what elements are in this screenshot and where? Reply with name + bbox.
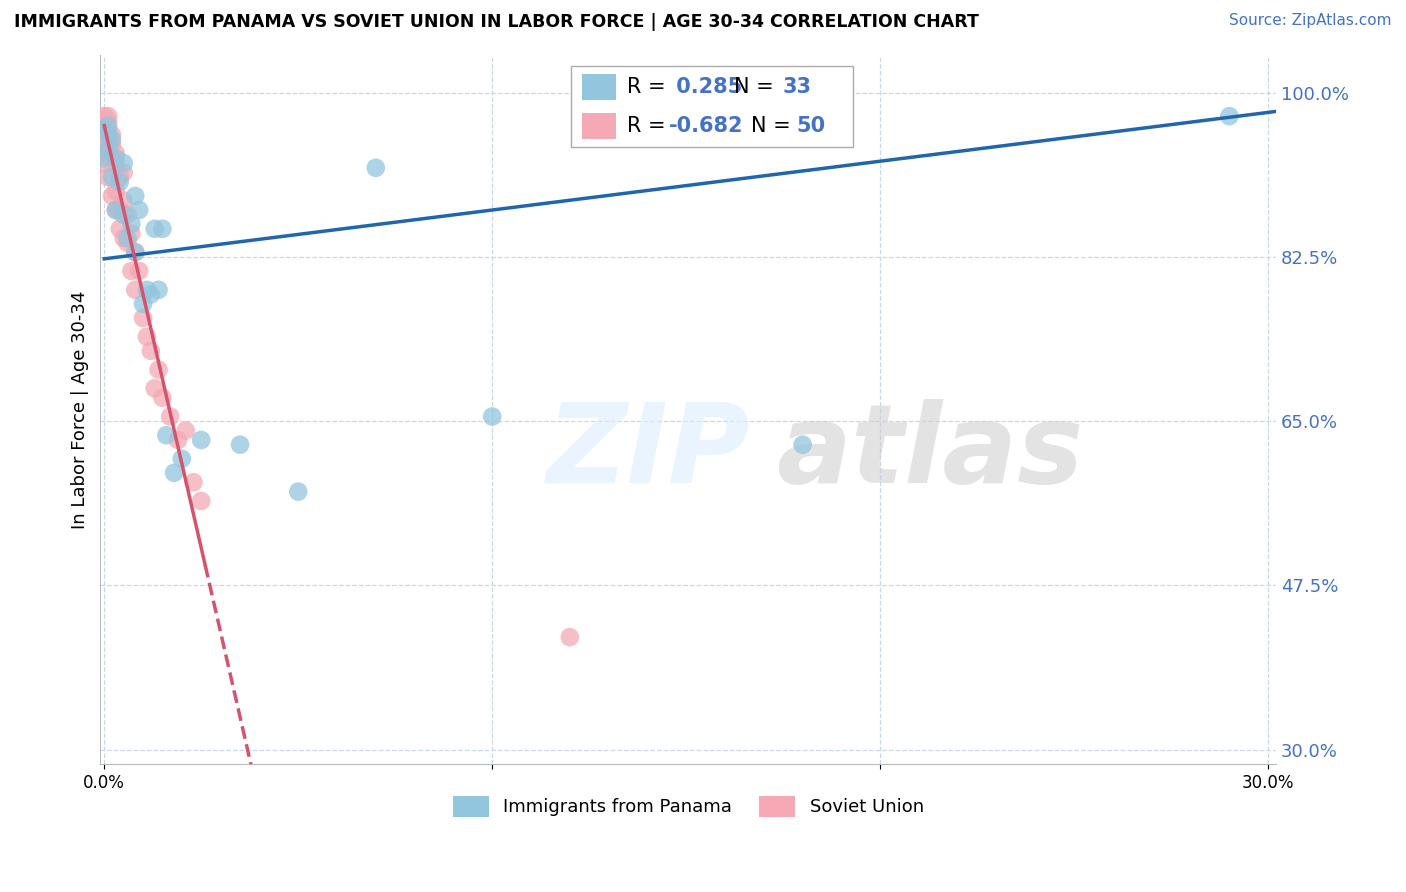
Point	[117, 235, 139, 250]
Point	[152, 221, 174, 235]
Point	[101, 170, 124, 185]
Point	[97, 170, 120, 185]
Point	[104, 202, 127, 217]
Point	[120, 264, 142, 278]
Point	[190, 433, 212, 447]
Point	[93, 133, 115, 147]
Point	[120, 227, 142, 241]
Text: atlas: atlas	[776, 399, 1084, 506]
Point	[112, 194, 135, 208]
Point	[108, 175, 131, 189]
Point	[93, 156, 115, 170]
Point	[97, 142, 120, 156]
Point	[104, 184, 127, 198]
Point	[97, 109, 120, 123]
Point	[124, 189, 146, 203]
Point	[97, 119, 120, 133]
Text: ZIP: ZIP	[547, 399, 751, 506]
Point	[174, 424, 197, 438]
Point	[112, 231, 135, 245]
Point	[97, 146, 120, 161]
Point	[139, 287, 162, 301]
Point	[120, 217, 142, 231]
Point	[104, 202, 127, 217]
Point	[190, 494, 212, 508]
Point	[108, 202, 131, 217]
Point	[101, 152, 124, 166]
Point	[364, 161, 387, 175]
Point	[97, 128, 120, 142]
Point	[104, 161, 127, 175]
Point	[170, 451, 193, 466]
Point	[112, 156, 135, 170]
Y-axis label: In Labor Force | Age 30-34: In Labor Force | Age 30-34	[72, 290, 89, 529]
Point	[112, 208, 135, 222]
Point	[152, 391, 174, 405]
Point	[155, 428, 177, 442]
Text: IMMIGRANTS FROM PANAMA VS SOVIET UNION IN LABOR FORCE | AGE 30-34 CORRELATION CH: IMMIGRANTS FROM PANAMA VS SOVIET UNION I…	[14, 13, 979, 31]
Point	[124, 245, 146, 260]
Point	[104, 146, 127, 161]
Point	[159, 409, 181, 424]
Point	[1218, 109, 1240, 123]
Point	[148, 362, 170, 376]
Point	[143, 221, 166, 235]
Point	[167, 433, 190, 447]
Point	[558, 630, 581, 644]
Point	[117, 208, 139, 222]
Point	[132, 310, 155, 325]
Point	[93, 109, 115, 123]
Legend: Immigrants from Panama, Soviet Union: Immigrants from Panama, Soviet Union	[443, 787, 932, 826]
Point	[101, 128, 124, 142]
Point	[135, 330, 157, 344]
Point	[183, 475, 205, 490]
Point	[97, 137, 120, 152]
Point	[97, 113, 120, 128]
Point	[93, 123, 115, 137]
Point	[148, 283, 170, 297]
Point	[101, 189, 124, 203]
Point	[93, 128, 115, 142]
Point	[93, 146, 115, 161]
Point	[128, 202, 150, 217]
Point	[93, 113, 115, 128]
Point	[104, 152, 127, 166]
Point	[132, 297, 155, 311]
Point	[143, 381, 166, 395]
Point	[93, 137, 115, 152]
Point	[108, 170, 131, 185]
Point	[163, 466, 186, 480]
Point	[93, 152, 115, 166]
Point	[287, 484, 309, 499]
Point	[124, 283, 146, 297]
Point	[139, 343, 162, 358]
Text: Source: ZipAtlas.com: Source: ZipAtlas.com	[1229, 13, 1392, 29]
Point	[101, 133, 124, 147]
Point	[124, 245, 146, 260]
Point	[108, 221, 131, 235]
Point	[93, 119, 115, 133]
Point	[229, 438, 252, 452]
Point	[135, 283, 157, 297]
Point	[97, 128, 120, 142]
Point	[112, 165, 135, 179]
Point	[93, 113, 115, 128]
Point	[481, 409, 503, 424]
Point	[97, 123, 120, 137]
Point	[93, 123, 115, 137]
Point	[117, 231, 139, 245]
Point	[101, 137, 124, 152]
Point	[128, 264, 150, 278]
Point	[792, 438, 814, 452]
